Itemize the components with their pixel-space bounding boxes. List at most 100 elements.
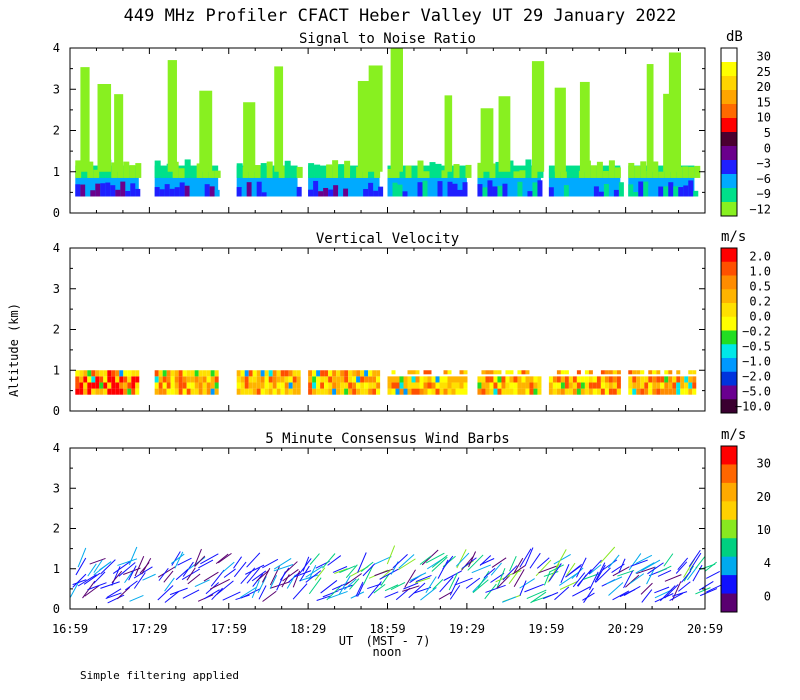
vv-cell <box>158 370 163 377</box>
vv-cell <box>276 388 281 395</box>
vv-cell <box>455 388 460 395</box>
wind-barb <box>567 563 582 576</box>
vv-cell <box>264 382 269 389</box>
snr-cell <box>442 189 448 197</box>
wind-barb <box>188 556 206 570</box>
wind-barb <box>360 561 374 572</box>
colorbar-swatch <box>721 538 737 558</box>
vv-cell <box>552 382 557 389</box>
vv-cell <box>272 388 277 395</box>
snr-cell <box>374 169 381 178</box>
vv-cell <box>600 370 605 375</box>
vv-cell <box>174 382 179 389</box>
snr-cell <box>602 170 609 178</box>
wind-barb <box>606 576 623 585</box>
snr-cell <box>214 170 221 178</box>
colorbar: m/s 30 20 10 4 0 <box>720 427 771 613</box>
wind-barb <box>203 589 220 600</box>
vv-cell <box>372 376 377 383</box>
snr-cell <box>673 186 679 197</box>
wind-barb <box>461 557 477 569</box>
vv-cell <box>364 370 369 377</box>
snr-cell <box>154 187 160 197</box>
wind-barb <box>398 554 415 569</box>
snr-cell <box>688 166 695 178</box>
wind-barb <box>442 555 454 570</box>
snr-cell <box>658 186 664 197</box>
wind-barb <box>194 555 206 567</box>
colorbar-label: 25 <box>757 65 771 79</box>
vv-cell <box>443 376 448 383</box>
vv-cell <box>376 370 381 377</box>
wind-barb <box>326 584 343 601</box>
wind-barb <box>390 581 406 591</box>
wind-barb <box>100 581 120 589</box>
vv-cell <box>572 382 577 389</box>
wind-barb <box>484 583 497 600</box>
vv-cell <box>608 376 613 383</box>
wind-barb <box>245 564 265 575</box>
vv-cell <box>439 388 444 395</box>
vv-cell <box>443 370 448 375</box>
vv-cell <box>580 382 585 389</box>
snr-cell <box>338 164 345 178</box>
snr-cell <box>517 181 523 197</box>
snr-cell <box>393 170 400 178</box>
snr-cell <box>164 184 170 197</box>
vv-cell <box>608 388 613 395</box>
wind-barb <box>485 584 506 593</box>
snr-cell <box>563 185 569 197</box>
vv-cell <box>672 382 677 389</box>
snr-cell <box>668 182 674 197</box>
snr-cell <box>578 191 584 197</box>
wind-barb <box>384 584 399 592</box>
snr-cell <box>320 166 327 178</box>
vv-cell <box>284 376 289 383</box>
vv-cell <box>509 382 514 389</box>
wind-barb <box>339 565 356 574</box>
snr-cell <box>614 167 621 178</box>
vv-cell <box>596 382 601 389</box>
colorbar-swatch <box>721 482 737 502</box>
vv-cell <box>244 376 249 383</box>
vv-cell <box>455 382 460 389</box>
vv-cell <box>240 388 245 395</box>
snr-cell <box>628 184 634 197</box>
vv-cell <box>296 370 301 377</box>
wind-barb <box>483 567 496 579</box>
vv-cell <box>340 382 345 389</box>
wind-barb <box>87 582 107 591</box>
vv-cell <box>493 370 498 375</box>
vv-cell <box>95 388 100 395</box>
wind-barb <box>320 580 338 594</box>
vv-cell <box>240 370 245 377</box>
wind-barb <box>261 568 271 583</box>
wind-barb <box>240 588 261 599</box>
panel-title: Signal to Noise Ratio <box>299 31 476 47</box>
vv-cell <box>154 382 159 389</box>
vv-cell <box>264 376 269 383</box>
vv-cell <box>592 382 597 389</box>
vv-cell <box>672 376 677 383</box>
wind-barb <box>689 552 702 571</box>
colorbar-swatch <box>721 248 737 263</box>
plot-area: Signal to Noise Ratio01234dB302520151050… <box>52 29 771 636</box>
wind-barb <box>559 581 578 590</box>
wind-barb <box>392 554 408 569</box>
vv-cell <box>477 382 482 389</box>
wind-barb <box>273 558 292 570</box>
colorbar-frame <box>720 445 738 613</box>
snr-cell <box>407 183 413 197</box>
wind-barb <box>513 557 524 574</box>
vv-cell <box>87 382 92 389</box>
vv-cell <box>288 376 293 383</box>
vv-cell <box>356 382 361 389</box>
snr-cell <box>522 188 528 197</box>
snr-cell <box>532 182 538 197</box>
colorbar-label: 10 <box>757 111 771 125</box>
snr-cell <box>618 182 624 197</box>
vv-cell <box>660 388 665 395</box>
wind-barb <box>357 552 367 573</box>
vv-cell <box>316 388 321 395</box>
snr-band-mid <box>387 165 467 176</box>
